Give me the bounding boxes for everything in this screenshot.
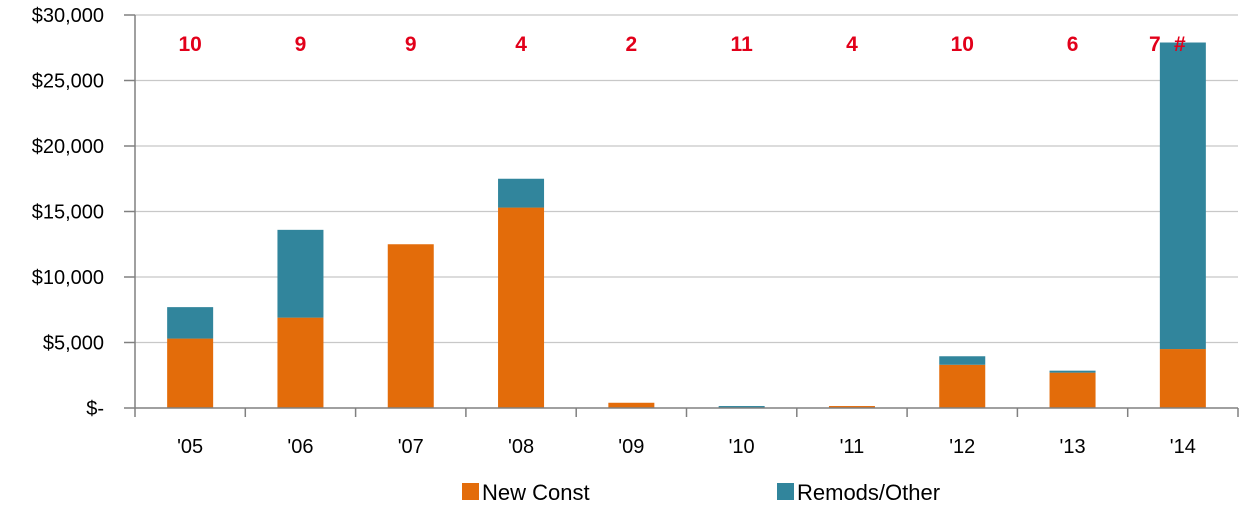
x-tick-label: '05 — [177, 436, 203, 458]
count-label: 4 — [846, 33, 858, 56]
bars — [167, 42, 1206, 408]
count-overflow-label: # — [1174, 33, 1186, 56]
count-label: 6 — [1067, 33, 1079, 56]
x-tick-label: '07 — [398, 436, 424, 458]
count-label: 9 — [405, 33, 417, 56]
bar-remods-other — [498, 178, 545, 208]
bar-remods-other — [167, 307, 214, 339]
y-axis-tick-labels: $- $5,000 $10,000 $15,000 $20,000 $25,000 $30,… — [32, 5, 135, 420]
bar-new-const — [608, 402, 655, 408]
bar-remods-other — [939, 356, 986, 365]
bar-new-const — [387, 244, 434, 408]
x-tick-label: '09 — [618, 436, 644, 458]
y-tick-label: $10,000 — [32, 267, 104, 289]
y-tick-label: $15,000 — [32, 202, 104, 224]
legend-new-const-swatch — [462, 483, 479, 500]
bar-new-const — [939, 364, 986, 408]
x-tick-label: '06 — [287, 436, 313, 458]
x-tick-label: '08 — [508, 436, 534, 458]
x-tick-label: '12 — [949, 436, 975, 458]
x-tick-label: '11 — [840, 436, 865, 458]
count-label: 11 — [731, 33, 754, 56]
bar-remods-other — [277, 229, 324, 318]
x-axis — [134, 15, 1239, 417]
bar-new-const — [498, 207, 545, 408]
bar-remods-other — [1159, 42, 1206, 350]
count-label: 2 — [626, 33, 638, 56]
legend-remods-other-swatch — [777, 483, 794, 500]
y-tick-label: $5,000 — [43, 333, 104, 355]
count-label: 9 — [295, 33, 307, 56]
count-label: 10 — [951, 33, 974, 56]
x-tick-label: '10 — [729, 436, 755, 458]
legend: New Const Remods/Other — [462, 480, 940, 505]
bar-new-const — [1159, 349, 1206, 408]
y-tick-label: $- — [86, 398, 104, 420]
count-labels: 10 9 9 4 2 11 4 10 6 7 # — [178, 33, 1186, 56]
y-tick-label: $30,000 — [32, 5, 104, 27]
x-tick-label: '13 — [1060, 436, 1086, 458]
count-label: 4 — [515, 33, 527, 56]
count-label: 10 — [178, 33, 201, 56]
x-axis-tick-labels: '05 '06 '07 '08 '09 '10 '11 '12 '13 '14 — [177, 436, 1196, 458]
bar-new-const — [828, 406, 875, 408]
legend-new-const-label: New Const — [482, 480, 590, 505]
bar-new-const — [1049, 372, 1096, 408]
count-label: 7 — [1149, 33, 1161, 56]
legend-remods-other-label: Remods/Other — [797, 480, 940, 505]
bar-new-const — [277, 317, 324, 408]
y-tick-label: $25,000 — [32, 71, 104, 93]
bar-new-const — [167, 338, 214, 408]
x-tick-label: '14 — [1170, 436, 1196, 458]
bar-remods-other — [718, 406, 765, 408]
y-tick-label: $20,000 — [32, 136, 104, 158]
bar-remods-other — [1049, 370, 1096, 373]
